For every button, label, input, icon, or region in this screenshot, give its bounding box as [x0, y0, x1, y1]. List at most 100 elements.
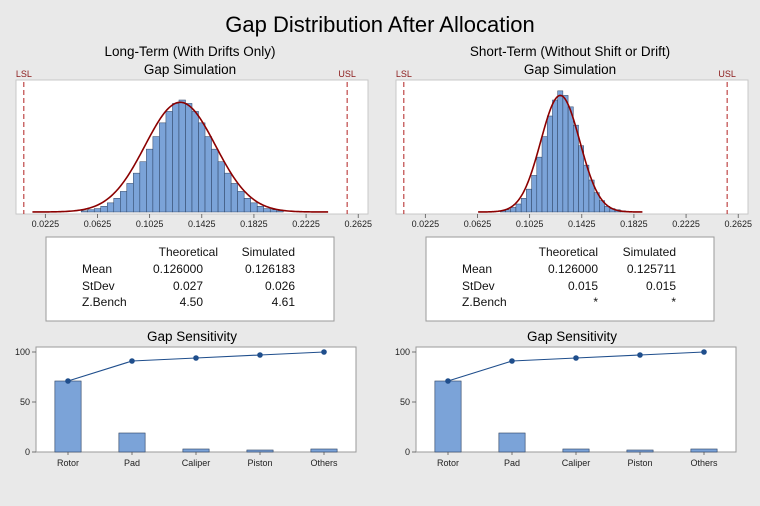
- histogram-bar: [536, 156, 543, 213]
- histogram-bar: [546, 115, 553, 213]
- histogram-bar: [178, 99, 186, 213]
- x-tick-label: 0.1425: [188, 219, 216, 229]
- histogram-bar: [107, 202, 115, 213]
- cumulative-point: [321, 349, 327, 355]
- table-row-label: StDev: [82, 279, 115, 293]
- stats-table-right-content: Theoretical Simulated Mean 0.126000 0.12…: [462, 245, 676, 309]
- main-title: Gap Distribution After Allocation: [225, 12, 534, 37]
- histogram-bar: [520, 198, 527, 213]
- table-row-label: Mean: [82, 262, 112, 276]
- histogram-bar: [152, 136, 160, 213]
- table-cell: 4.50: [180, 295, 204, 309]
- stats-table-left-content: Theoretical Simulated Mean 0.126000 0.12…: [82, 245, 295, 309]
- histogram-left: LSL USL 0.0225 0.0625 0.1025 0.1425 0.1825 0.22…: [16, 69, 372, 229]
- y-tick-label: 100: [395, 347, 410, 357]
- sensitivity-right-title: Gap Sensitivity: [527, 329, 617, 344]
- sensitivity-bar: [118, 432, 146, 453]
- histogram-bar: [198, 122, 206, 213]
- histogram-bar: [159, 122, 167, 213]
- x-tick-label: 0.0625: [84, 219, 112, 229]
- normal-fit-curve: [32, 101, 329, 213]
- histogram-bar: [510, 207, 517, 213]
- category-label: Piston: [627, 458, 652, 468]
- x-tick-label: 0.0225: [412, 219, 440, 229]
- histogram-bar: [515, 203, 522, 213]
- x-tick-label: 0.2225: [672, 219, 700, 229]
- normal-fit-curve: [478, 94, 643, 213]
- table-header-simulated: Simulated: [623, 245, 676, 259]
- panel-right-title-line2: Gap Simulation: [524, 62, 616, 77]
- table-cell: 0.026: [265, 279, 295, 293]
- table-cell: 0.126000: [548, 262, 598, 276]
- histogram-bar: [567, 106, 574, 213]
- cumulative-point: [65, 378, 71, 384]
- sensitivity-bar: [246, 449, 274, 453]
- histogram-bar: [113, 198, 121, 213]
- cumulative-point: [701, 349, 707, 355]
- histogram-bar: [204, 136, 212, 213]
- sensitivity-left-chart: 0 50 100 Rotor Pad Caliper Piston Others: [15, 347, 338, 468]
- sensitivity-bar: [498, 432, 526, 453]
- cumulative-point: [637, 352, 643, 358]
- x-tick-label: 0.1825: [620, 219, 648, 229]
- sensitivity-bar: [434, 380, 462, 453]
- category-label: Rotor: [57, 458, 79, 468]
- y-tick-label: 0: [405, 447, 410, 457]
- histogram-bar: [578, 145, 584, 213]
- histogram-bar: [217, 161, 225, 213]
- table-cell: 0.027: [173, 279, 203, 293]
- histogram-bar: [191, 111, 199, 213]
- histogram-bar: [526, 188, 532, 213]
- histogram-bar: [263, 208, 271, 213]
- histogram-bar: [237, 191, 245, 213]
- histogram-bar: [250, 202, 258, 213]
- histogram-bar: [557, 90, 564, 213]
- cumulative-point: [129, 358, 135, 364]
- sensitivity-bar: [690, 448, 718, 453]
- x-tick-label: 0.1025: [516, 219, 544, 229]
- histogram-right: LSL USL 0.0225 0.0625 0.1025 0.1425 0.1825 0.22…: [396, 69, 752, 229]
- spec-limit-label-usl: USL: [338, 69, 356, 79]
- sensitivity-bar: [54, 380, 82, 453]
- sensitivity-right-chart: 0 50 100 Rotor Pad Caliper Piston Others: [395, 347, 718, 468]
- table-cell: *: [593, 295, 598, 309]
- y-tick-label: 100: [15, 347, 30, 357]
- table-header-simulated: Simulated: [242, 245, 295, 259]
- histogram-bar: [211, 148, 219, 213]
- x-tick-label: 0.2625: [344, 219, 372, 229]
- table-row-label: Mean: [462, 262, 492, 276]
- histogram-bar: [87, 209, 95, 213]
- table-cell: 4.61: [272, 295, 296, 309]
- x-tick-label: 0.1025: [136, 219, 164, 229]
- histogram-bar: [541, 136, 548, 213]
- table-row-label: StDev: [462, 279, 495, 293]
- x-tick-label: 0.2625: [724, 219, 752, 229]
- table-cell: 0.126183: [245, 262, 295, 276]
- y-tick-label: 50: [20, 397, 30, 407]
- histogram-bar: [139, 161, 147, 213]
- table-row-label: Z.Bench: [82, 295, 127, 309]
- table-cell: 0.125711: [627, 262, 676, 276]
- histogram-bar: [269, 209, 277, 213]
- histogram-bar: [172, 103, 180, 213]
- sensitivity-bar: [562, 448, 590, 453]
- x-tick-label: 0.1425: [568, 219, 596, 229]
- panel-right-title-line1: Short-Term (Without Shift or Drift): [470, 44, 670, 59]
- stats-table-left: [45, 236, 335, 322]
- x-tick-label: 0.2225: [292, 219, 320, 229]
- spec-limit-label-usl: USL: [718, 69, 736, 79]
- histogram-bar: [165, 111, 173, 213]
- histogram-bar: [573, 124, 579, 213]
- cumulative-point: [573, 355, 579, 361]
- category-label: Caliper: [562, 458, 591, 468]
- histogram-bar: [100, 206, 108, 213]
- category-label: Others: [310, 458, 338, 468]
- y-tick-label: 50: [400, 397, 410, 407]
- histogram-bar: [243, 198, 251, 213]
- stats-table-right: [425, 236, 715, 322]
- spec-limit-label-lsl: LSL: [16, 69, 32, 79]
- histogram-bar: [146, 148, 154, 213]
- histogram-bar: [552, 99, 558, 213]
- cumulative-point: [193, 355, 199, 361]
